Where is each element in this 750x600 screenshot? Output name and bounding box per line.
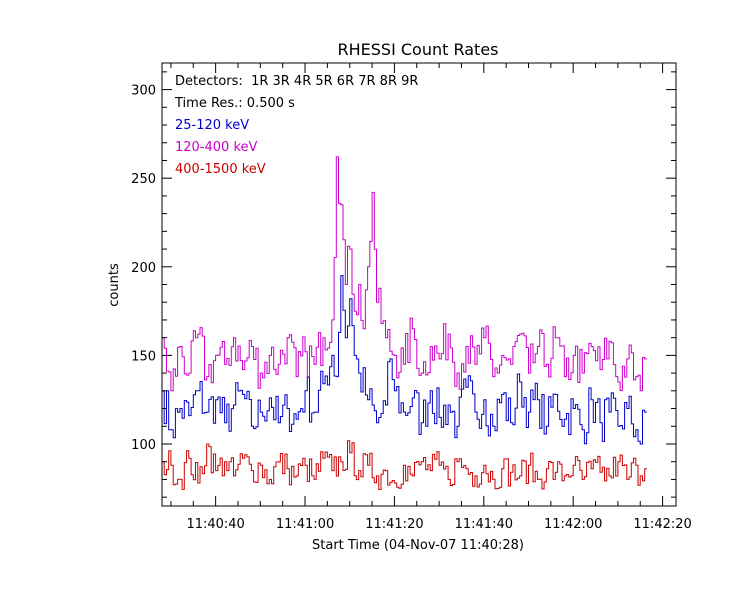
x-tick-label: 11:41:00 <box>276 517 334 532</box>
time-res-annotation: Time Res.: 0.500 s <box>174 96 295 111</box>
plot-area <box>162 156 647 490</box>
y-tick-label: 200 <box>131 261 156 276</box>
legend-entry-400-1500: 400-1500 keV <box>175 162 266 177</box>
chart-title: RHESSI Count Rates <box>338 40 499 59</box>
x-tick-label: 11:40:40 <box>186 517 244 532</box>
legend-entry-25-120: 25-120 keV <box>175 118 249 133</box>
legend-entry-120-400: 120-400 keV <box>175 140 258 155</box>
series-line-1 <box>162 275 647 445</box>
y-axis-label: counts <box>107 263 122 307</box>
x-tick-label: 11:42:00 <box>544 517 602 532</box>
series-line-2 <box>162 156 647 392</box>
series-line-3 <box>162 440 647 490</box>
y-tick-label: 300 <box>131 84 156 99</box>
y-tick-label: 150 <box>131 349 156 364</box>
x-axis-label: Start Time (04-Nov-07 11:40:28) <box>312 538 524 553</box>
x-tick-label: 11:41:40 <box>455 517 513 532</box>
detectors-annotation: Detectors: 1R 3R 4R 5R 6R 7R 8R 9R <box>175 74 418 89</box>
x-tick-label: 11:41:20 <box>365 517 423 532</box>
axis-ticks: 100 150 200 250 300 11:40:40 11:41:00 11:41:20 1… <box>131 63 692 532</box>
y-tick-label: 100 <box>131 438 156 453</box>
y-tick-label: 250 <box>131 172 156 187</box>
x-tick-label: 11:42:20 <box>633 517 691 532</box>
